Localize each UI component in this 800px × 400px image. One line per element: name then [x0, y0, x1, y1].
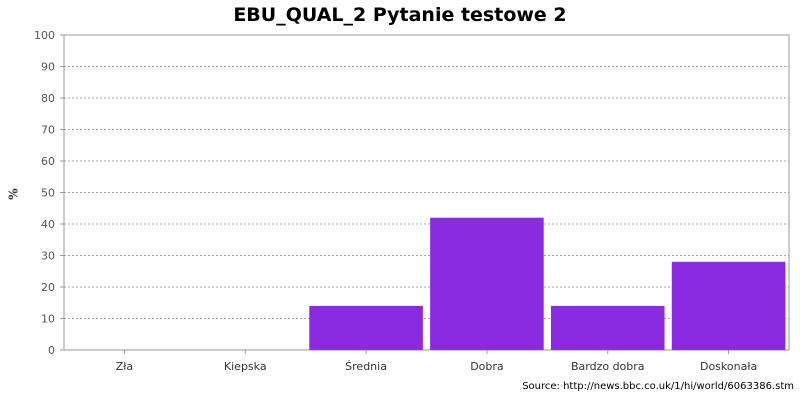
- x-tick-label: Dobra: [470, 360, 503, 373]
- x-tick-label: Bardzo dobra: [571, 360, 645, 373]
- y-tick-label: 10: [41, 313, 55, 326]
- y-tick-label: 90: [41, 61, 55, 74]
- grid-lines: [64, 66, 789, 319]
- x-tick-label: Doskonała: [700, 360, 757, 373]
- x-tick-label: Kiepska: [224, 360, 267, 373]
- y-tick-label: 0: [48, 344, 55, 357]
- y-tick-label: 70: [41, 124, 55, 137]
- x-tick-labels: Zła Kiepska Średnia Dobra Bardzo dobra Doskon…: [116, 350, 757, 373]
- y-tick-label: 40: [41, 218, 55, 231]
- y-tick-label: 80: [41, 92, 55, 105]
- y-tick-label: 30: [41, 250, 55, 263]
- y-tick-label: 50: [41, 187, 55, 200]
- y-tick-label: 20: [41, 281, 55, 294]
- y-tick-labels: 0 10 20 30 40 50 60 70 80 90 100: [34, 29, 64, 357]
- x-tick-label: Zła: [116, 360, 133, 373]
- bar: [671, 261, 786, 350]
- y-tick-label: 100: [34, 29, 55, 42]
- bar: [309, 305, 423, 350]
- y-tick-label: 60: [41, 155, 55, 168]
- source-note: Source: http://news.bbc.co.uk/1/hi/world…: [522, 381, 794, 392]
- bars: [309, 217, 786, 350]
- chart-title: EBU_QUAL_2 Pytanie testowe 2: [233, 4, 567, 26]
- bar: [430, 217, 544, 350]
- bar: [550, 305, 665, 350]
- x-tick-label: Średnia: [345, 360, 387, 373]
